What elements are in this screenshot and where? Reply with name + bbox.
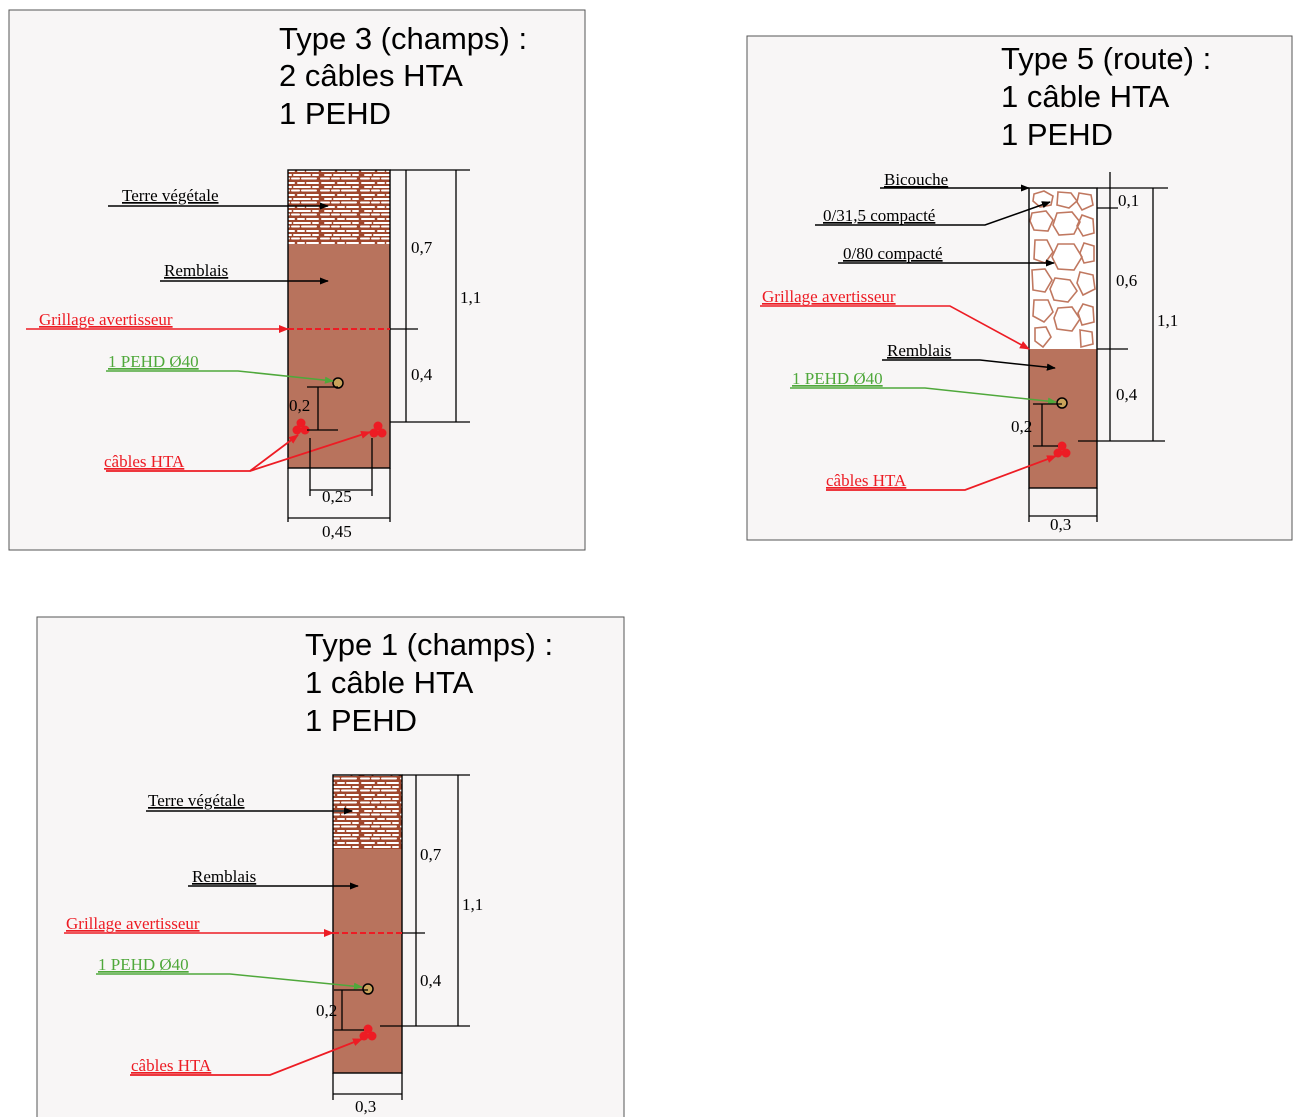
leader-cables (130, 1038, 363, 1076)
dim-total-depth: 1,1 (462, 895, 483, 914)
label-duct: 1 PEHD Ø40 (98, 955, 189, 974)
dim-duct-offset: 0,2 (1011, 417, 1032, 436)
dim-surface-depth: 0,1 (1118, 191, 1139, 210)
label-warning-mesh: Grillage avertisseur (66, 914, 200, 933)
dim-upper-depth: 0,7 (411, 238, 433, 257)
panel-title-line-3: 1 PEHD (305, 703, 417, 738)
topsoil-layer (333, 775, 402, 849)
label-base-course: 0/31,5 compacté (823, 206, 935, 225)
road-aggregate-layer (1029, 188, 1097, 349)
dim-duct-offset: 0,2 (289, 396, 310, 415)
label-duct: 1 PEHD Ø40 (108, 352, 199, 371)
panel-type5: Type 5 (route) : 1 câble HTA 1 PEHD (746, 35, 1293, 541)
leader-base-course (815, 201, 1051, 226)
aggregate-stones (1029, 190, 1096, 349)
dim-lower-depth: 0,4 (1116, 385, 1138, 404)
dim-upper-depth: 0,7 (420, 845, 442, 864)
panel-title-line-1: Type 3 (champs) : (279, 21, 527, 56)
hta-cable (1053, 441, 1071, 458)
leader-warning-mesh (760, 305, 1030, 350)
hta-cable (359, 1024, 377, 1041)
label-warning-mesh: Grillage avertisseur (762, 287, 896, 306)
panel-frame (746, 35, 1293, 541)
leader-duct (790, 387, 1057, 405)
panel-title-line-1: Type 5 (route) : (1001, 41, 1211, 76)
label-cables: câbles HTA (104, 452, 185, 471)
dim-width: 0,45 (322, 522, 352, 541)
dim-width: 0,3 (1050, 515, 1071, 534)
label-cables: câbles HTA (131, 1056, 212, 1075)
pehd-duct (1056, 397, 1068, 409)
label-surface: Bicouche (884, 170, 948, 189)
panel-title-line-1: Type 1 (champs) : (305, 627, 553, 662)
backfill-layer (1029, 349, 1097, 488)
label-backfill: Remblais (192, 867, 256, 886)
dimension-lines (332, 774, 470, 1100)
panel-title-line-3: 1 PEHD (1001, 117, 1113, 152)
dimension-lines (1028, 172, 1168, 522)
leader-duct (96, 973, 363, 990)
label-backfill: Remblais (887, 341, 951, 360)
dim-upper-depth: 0,6 (1116, 271, 1137, 290)
trench-outline (1028, 187, 1098, 489)
trench-outline (287, 169, 391, 469)
panel-title-line-2: 1 câble HTA (305, 665, 474, 700)
topsoil-layer (288, 170, 390, 244)
dim-duct-offset: 0,2 (316, 1001, 337, 1020)
panel-type3: Type 3 (champs) : 2 câbles HTA 1 PEHD Te… (8, 9, 586, 551)
hta-cable-right (369, 421, 387, 438)
label-duct: 1 PEHD Ø40 (792, 369, 883, 388)
pehd-duct (362, 983, 374, 995)
leader-backfill (882, 359, 1056, 371)
label-sub-base: 0/80 compacté (843, 244, 943, 263)
dim-lower-depth: 0,4 (411, 365, 433, 384)
leader-cables (826, 455, 1057, 491)
backfill-layer (333, 849, 402, 1073)
dim-width: 0,3 (355, 1097, 376, 1116)
leader-duct (106, 370, 334, 384)
dim-total-depth: 1,1 (460, 288, 481, 307)
panel-title-line-3: 1 PEHD (279, 96, 391, 131)
dimension-lines (287, 169, 470, 522)
panel-type1: Type 1 (champs) : 1 câble HTA 1 PEHD Ter… (36, 616, 625, 1117)
label-topsoil: Terre végétale (148, 791, 245, 810)
panel-frame (36, 616, 625, 1117)
dim-total-depth: 1,1 (1157, 311, 1178, 330)
panel-title-line-2: 2 câbles HTA (279, 58, 463, 93)
label-warning-mesh: Grillage avertisseur (39, 310, 173, 329)
label-topsoil: Terre végétale (122, 186, 219, 205)
trench-outline (332, 774, 403, 1074)
dim-cable-spacing: 0,25 (322, 487, 352, 506)
label-cables: câbles HTA (826, 471, 907, 490)
hta-cable-left (292, 418, 310, 435)
label-backfill: Remblais (164, 261, 228, 280)
panel-title-line-2: 1 câble HTA (1001, 79, 1170, 114)
dim-lower-depth: 0,4 (420, 971, 442, 990)
